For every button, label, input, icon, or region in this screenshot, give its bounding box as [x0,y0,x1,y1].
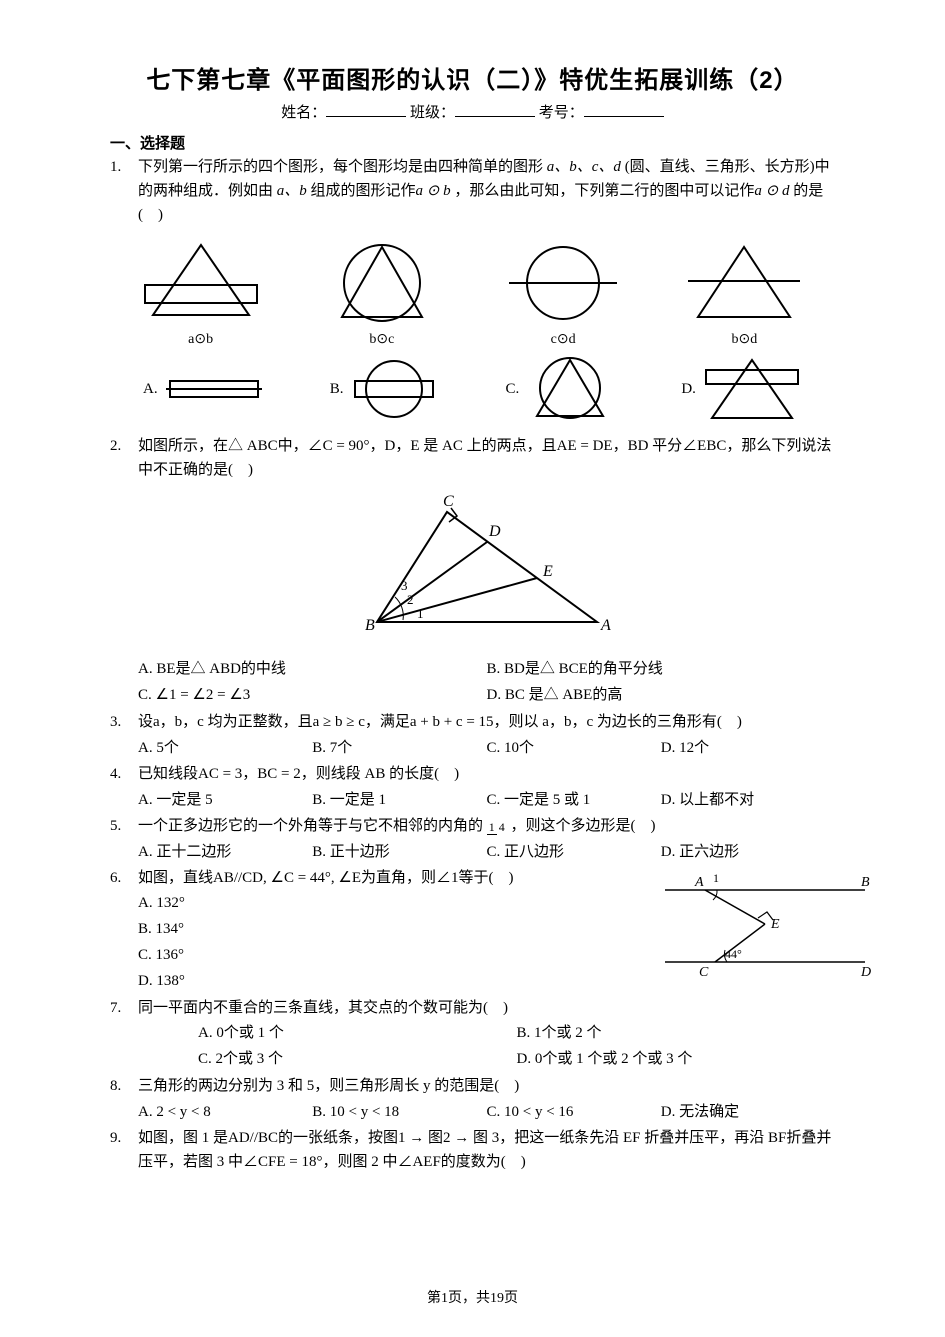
question-9: 9. 如图，图 1 是AD//BC的一张纸条，按图1 → 图2 → 图 3，把这… [110,1126,835,1174]
q5-body: 一个正多边形它的一个外角等于与它不相邻的内角的 14 ，则这个多边形是( ) A… [138,814,835,864]
question-7: 7. 同一平面内不重合的三条直线，其交点的个数可能为( ) A. 0个或 1 个… [110,996,835,1072]
q5-option-b[interactable]: B. 正十边形 [312,840,486,864]
q2-figure: B A C D E 1 2 3 [138,492,835,650]
q1-option-d[interactable]: D. [681,354,802,424]
q5-number: 5. [110,814,138,864]
q2-number: 2. [110,434,138,708]
q3-number: 3. [110,710,138,760]
q1-option-b[interactable]: B. [330,356,440,422]
q7-number: 7. [110,996,138,1072]
svg-text:A: A [694,875,704,890]
question-4: 4. 已知线段AC = 3，BC = 2，则线段 AB 的长度( ) A. 一定… [110,762,835,812]
q4-option-b[interactable]: B. 一定是 1 [312,788,486,812]
q1-options-row: A. B. C. D. [110,354,835,424]
q8-option-a[interactable]: A. 2 < y < 8 [138,1100,312,1124]
q8-option-c[interactable]: C. 10 < y < 16 [487,1100,661,1124]
name-blank[interactable] [326,101,406,117]
svg-text:A: A [600,617,611,634]
q1-number: 1. [110,155,138,227]
q7-option-b[interactable]: B. 1个或 2 个 [517,1020,836,1046]
q7-option-c[interactable]: C. 2个或 3 个 [198,1046,517,1072]
q4-option-d[interactable]: D. 以上都不对 [661,788,835,812]
q4-options: A. 一定是 5 B. 一定是 1 C. 一定是 5 或 1 D. 以上都不对 [138,788,835,812]
q1-option-c[interactable]: C. [506,354,616,424]
q2-option-a[interactable]: A. BE是△ ABD的中线 [138,656,487,682]
q4-body: 已知线段AC = 3，BC = 2，则线段 AB 的长度( ) A. 一定是 5… [138,762,835,812]
q5-fraction: 14 [487,821,507,833]
question-5: 5. 一个正多边形它的一个外角等于与它不相邻的内角的 14 ，则这个多边形是( … [110,814,835,864]
svg-text:1: 1 [417,606,424,621]
name-label: 姓名： [281,105,326,121]
page: 七下第七章《平面图形的认识（二）》特优生拓展训练（2） 姓名： 班级： 考号： … [0,0,945,1337]
svg-text:2: 2 [407,592,414,607]
q7-option-d[interactable]: D. 0个或 1 个或 2 个或 3 个 [517,1046,836,1072]
section-1-heading: 一、选择题 [110,132,835,153]
question-2: 2. 如图所示，在△ ABC中，∠C = 90°，D，E 是 AC 上的两点，且… [110,434,835,708]
svg-text:E: E [542,563,553,580]
q1-option-a[interactable]: A. [143,361,264,417]
q5-option-d[interactable]: D. 正六边形 [661,840,835,864]
q9-number: 9. [110,1126,138,1174]
q8-number: 8. [110,1074,138,1124]
q5-option-a[interactable]: A. 正十二边形 [138,840,312,864]
page-footer: 第1页，共19页 [0,1287,945,1307]
q8-option-b[interactable]: B. 10 < y < 18 [312,1100,486,1124]
class-label: 班级： [410,105,455,121]
class-blank[interactable] [455,101,535,117]
doc-title: 七下第七章《平面图形的认识（二）》特优生拓展训练（2） [110,60,835,95]
q7-option-a[interactable]: A. 0个或 1 个 [198,1020,517,1046]
q3-option-b[interactable]: B. 7个 [312,736,486,760]
q2-option-c[interactable]: C. ∠1 = ∠2 = ∠3 [138,682,487,708]
q7-options: A. 0个或 1 个 B. 1个或 2 个 C. 2个或 3 个 D. 0个或 … [138,1020,835,1072]
question-1: 1. 下列第一行所示的四个图形，每个图形均是由四种简单的图形 a、b、c、d (… [110,155,835,227]
q3-option-d[interactable]: D. 12个 [661,736,835,760]
question-8: 8. 三角形的两边分别为 3 和 5，则三角形周长 y 的范围是( ) A. 2… [110,1074,835,1124]
q8-options: A. 2 < y < 8 B. 10 < y < 18 C. 10 < y < … [138,1100,835,1124]
q2-option-d[interactable]: D. BC 是△ ABE的高 [487,682,836,708]
q3-body: 设a，b，c 均为正整数，且a ≥ b ≥ c，满足a + b + c = 15… [138,710,835,760]
q1-fig-cod: c⊙d [503,237,623,348]
q1-fig-boc: b⊙c [322,237,442,348]
q5-options: A. 正十二边形 B. 正十边形 C. 正八边形 D. 正六边形 [138,840,835,864]
svg-text:3: 3 [401,578,408,593]
svg-text:D: D [860,965,871,980]
svg-text:D: D [488,523,501,540]
q7-body: 同一平面内不重合的三条直线，其交点的个数可能为( ) A. 0个或 1 个 B.… [138,996,835,1072]
q8-option-d[interactable]: D. 无法确定 [661,1100,835,1124]
q5-option-c[interactable]: C. 正八边形 [487,840,661,864]
student-info-line: 姓名： 班级： 考号： [110,101,835,122]
q3-option-c[interactable]: C. 10个 [487,736,661,760]
q4-option-c[interactable]: C. 一定是 5 或 1 [487,788,661,812]
q3-options: A. 5个 B. 7个 C. 10个 D. 12个 [138,736,835,760]
q4-option-a[interactable]: A. 一定是 5 [138,788,312,812]
q3-option-a[interactable]: A. 5个 [138,736,312,760]
q2-body: 如图所示，在△ ABC中，∠C = 90°，D，E 是 AC 上的两点，且AE … [138,434,835,708]
q4-number: 4. [110,762,138,812]
q1-fig-aob: a⊙b [141,237,261,348]
svg-text:E: E [770,917,780,932]
num-blank[interactable] [584,101,664,117]
svg-text:1: 1 [713,871,719,885]
svg-text:B: B [365,617,375,634]
svg-text:44°: 44° [725,947,742,961]
svg-text:B: B [861,875,870,890]
q2-options: A. BE是△ ABD的中线 B. BD是△ BCE的角平分线 C. ∠1 = … [138,656,835,708]
question-6: 6. 如图，直线AB//CD, ∠C = 44°, ∠E为直角，则∠1等于( )… [110,866,835,994]
q1-body: 下列第一行所示的四个图形，每个图形均是由四种简单的图形 a、b、c、d (圆、直… [138,155,835,227]
q1-fig-bod: b⊙d [684,237,804,348]
svg-text:C: C [443,493,454,510]
num-label: 考号： [539,105,584,121]
q2-option-b[interactable]: B. BD是△ BCE的角平分线 [487,656,836,682]
q6-figure: A B C D E 1 44° [655,862,875,990]
q1-figure-row-1: a⊙b b⊙c c⊙d b⊙d [110,237,835,348]
q8-body: 三角形的两边分别为 3 和 5，则三角形周长 y 的范围是( ) A. 2 < … [138,1074,835,1124]
q6-number: 6. [110,866,138,994]
question-3: 3. 设a，b，c 均为正整数，且a ≥ b ≥ c，满足a + b + c =… [110,710,835,760]
svg-text:C: C [699,965,709,980]
q9-body: 如图，图 1 是AD//BC的一张纸条，按图1 → 图2 → 图 3，把这一纸条… [138,1126,835,1174]
